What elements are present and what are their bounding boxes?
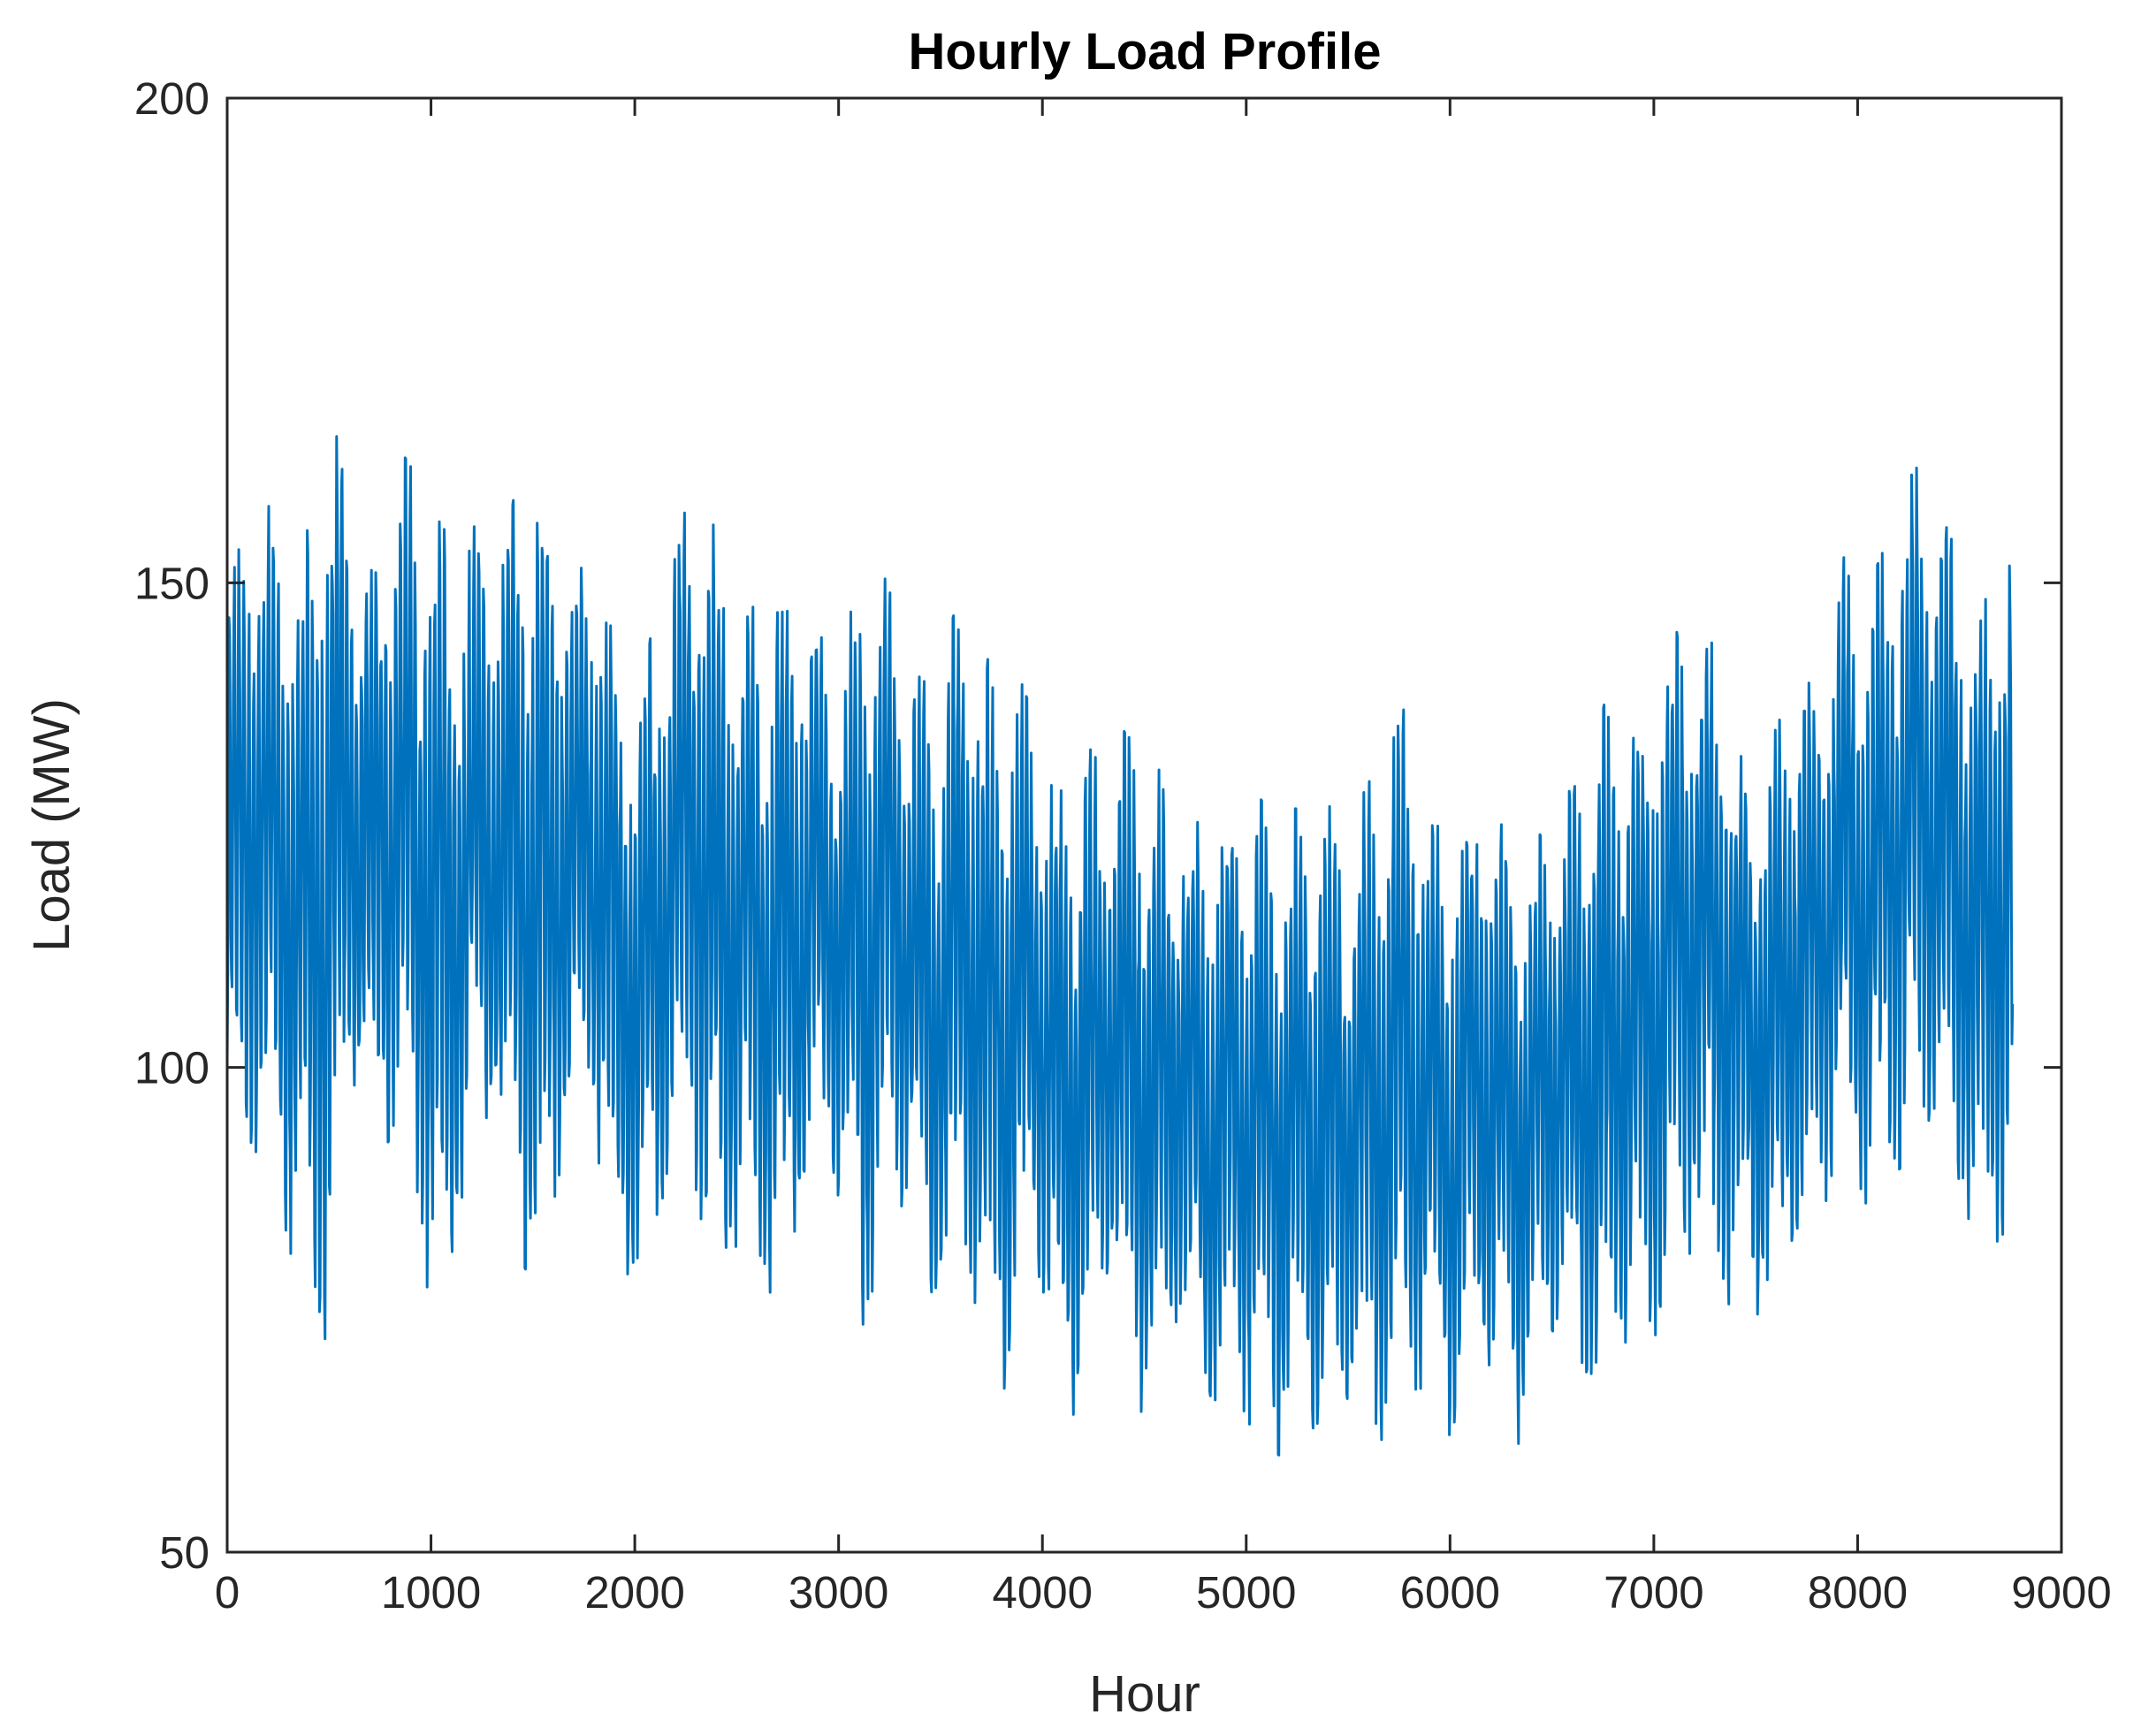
x-tick-label: 0 (215, 1567, 240, 1618)
x-tick-label: 2000 (584, 1567, 684, 1618)
x-axis: 0 1000 2000 3000 4000 5000 6000 7000 8000 9000 (215, 98, 2112, 1618)
x-tick-label: 6000 (1400, 1567, 1500, 1618)
x-tick-label: 9000 (2011, 1567, 2111, 1618)
y-tick-label: 200 (134, 73, 210, 124)
x-tick-label: 5000 (1196, 1567, 1296, 1618)
axes-box (225, 96, 2063, 1554)
series-layer (227, 435, 2015, 1457)
plot-area (225, 96, 2063, 1554)
y-axis-label: Load (MW) (23, 698, 80, 952)
y-axis: 50 100 150 200 (134, 73, 2061, 1578)
y-tick-label: 50 (159, 1527, 210, 1578)
y-tick-label: 150 (134, 558, 210, 608)
y-tick-label: 100 (134, 1043, 210, 1093)
x-tick-label: 8000 (1808, 1567, 1908, 1618)
chart-title: Hourly Load Profile (909, 23, 1382, 80)
x-tick-label: 1000 (381, 1567, 481, 1618)
x-tick-label: 3000 (789, 1567, 888, 1618)
x-tick-label: 4000 (992, 1567, 1092, 1618)
x-axis-label: Hour (1089, 1665, 1200, 1723)
series-line-load (227, 435, 2015, 1457)
x-tick-label: 7000 (1604, 1567, 1703, 1618)
